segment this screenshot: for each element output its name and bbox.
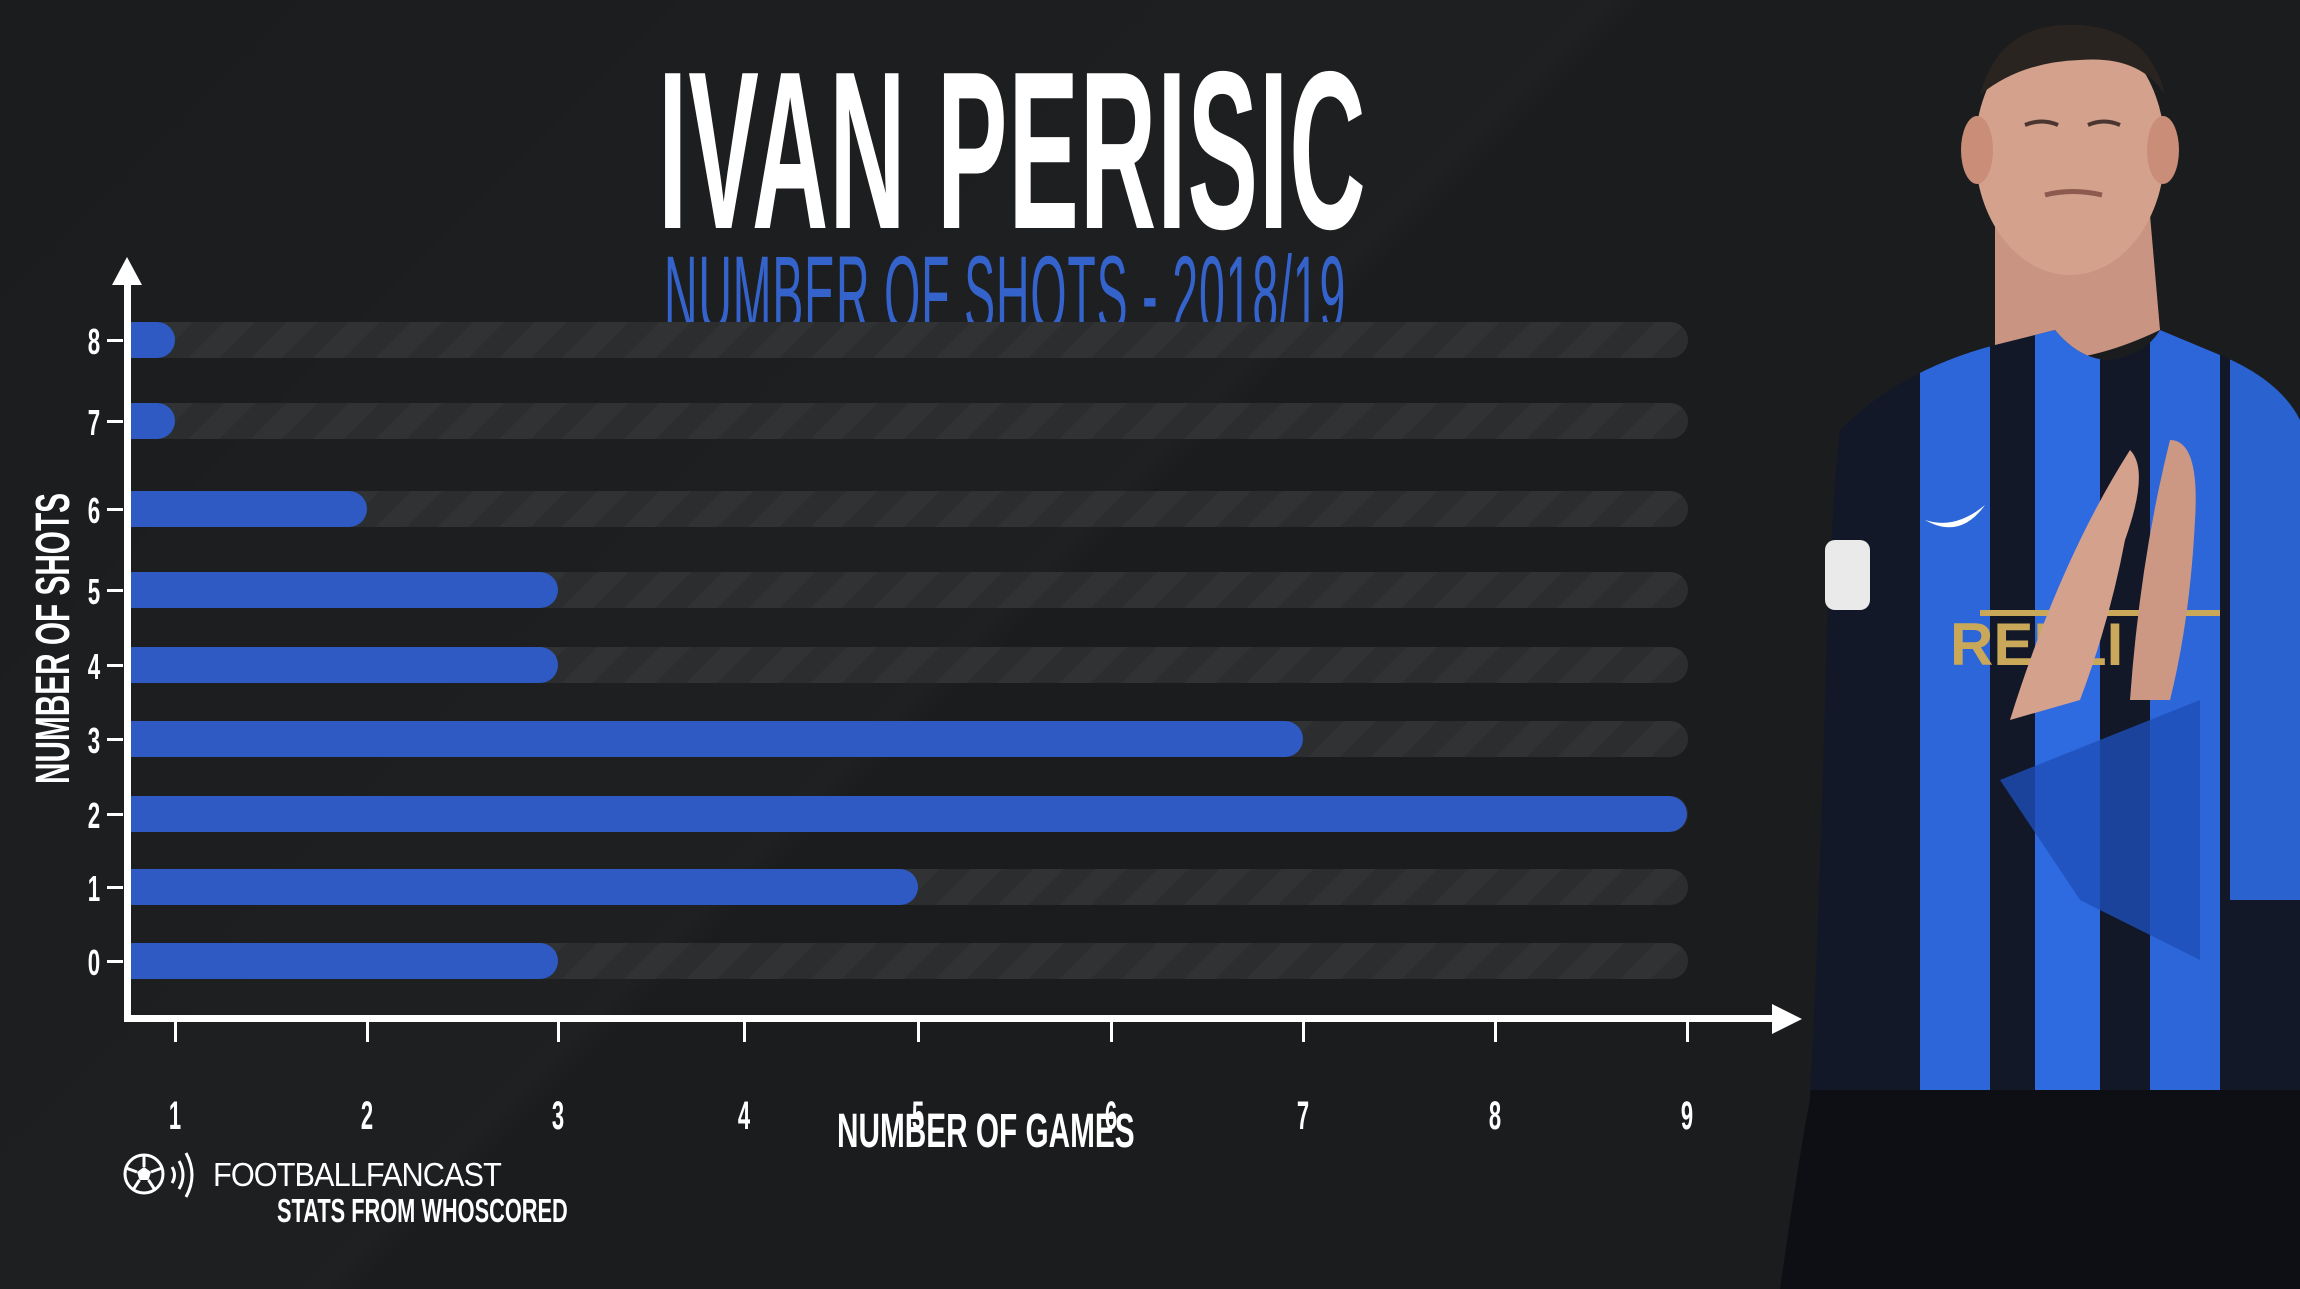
bar-shots-7 — [131, 403, 175, 439]
x-axis-arrow-icon — [1772, 1004, 1802, 1034]
x-tick — [743, 1022, 746, 1042]
y-tick-label: 0 — [87, 942, 101, 983]
y-tick — [107, 664, 123, 667]
y-tick-label: 5 — [87, 571, 101, 612]
x-tick-label: 6 — [1104, 1094, 1118, 1138]
y-axis-line — [124, 280, 131, 1022]
x-tick — [917, 1022, 920, 1042]
y-axis-label: NUMBER OF SHOTS — [27, 493, 80, 784]
y-tick — [107, 508, 123, 511]
x-tick-label: 3 — [551, 1094, 565, 1138]
x-tick — [1686, 1022, 1689, 1042]
bar-track — [131, 322, 1688, 358]
y-tick-label: 7 — [87, 402, 101, 443]
x-tick — [1110, 1022, 1113, 1042]
chart-title: IVAN PERISIC — [658, 24, 1367, 276]
y-tick-label: 8 — [87, 321, 101, 362]
x-tick — [1302, 1022, 1305, 1042]
y-tick — [107, 738, 123, 741]
bar-shots-3 — [131, 721, 1303, 757]
x-tick-label: 2 — [360, 1094, 374, 1138]
y-tick — [107, 339, 123, 342]
y-tick-label: 3 — [87, 720, 101, 761]
y-tick — [107, 886, 123, 889]
x-axis-line — [124, 1015, 1784, 1022]
bar-shots-6 — [131, 491, 367, 527]
x-axis-label: NUMBER OF GAMES — [837, 1105, 1135, 1158]
x-tick-label: 5 — [911, 1094, 925, 1138]
y-tick — [107, 589, 123, 592]
bar-track — [131, 403, 1688, 439]
y-tick-label: 6 — [87, 490, 101, 531]
player-photo: RELLI — [1780, 24, 2300, 1289]
sound-waves-icon — [170, 1152, 194, 1198]
x-tick-label: 9 — [1680, 1094, 1694, 1138]
bar-shots-8 — [131, 322, 175, 358]
y-tick-label: 1 — [87, 868, 101, 909]
x-tick-label: 8 — [1488, 1094, 1502, 1138]
y-tick — [107, 420, 123, 423]
football-icon — [123, 1153, 165, 1195]
brand-name: FOOTBALLFANCAST — [213, 1156, 502, 1193]
y-tick-label: 2 — [87, 795, 101, 836]
bar-shots-0 — [131, 943, 558, 979]
x-tick-label: 1 — [168, 1094, 182, 1138]
x-tick-label: 7 — [1296, 1094, 1310, 1138]
x-tick — [557, 1022, 560, 1042]
data-source: STATS FROM WHOSCORED — [277, 1192, 568, 1229]
x-tick — [1494, 1022, 1497, 1042]
y-tick — [107, 960, 123, 963]
bar-shots-1 — [131, 869, 918, 905]
x-tick — [366, 1022, 369, 1042]
x-tick — [174, 1022, 177, 1042]
bar-shots-2 — [131, 796, 1687, 832]
y-tick-label: 4 — [87, 646, 101, 687]
bar-shots-4 — [131, 647, 558, 683]
x-tick-label: 4 — [737, 1094, 751, 1138]
bar-shots-5 — [131, 572, 558, 608]
y-tick — [107, 813, 123, 816]
bar-track — [131, 491, 1688, 527]
